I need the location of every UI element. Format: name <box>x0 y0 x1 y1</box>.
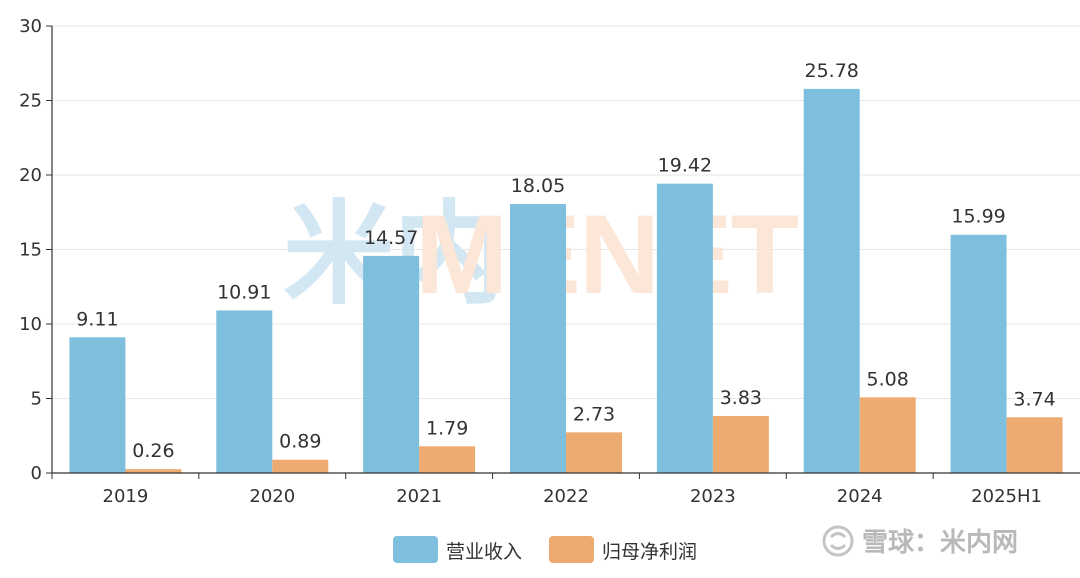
x-tick-label: 2023 <box>690 486 736 507</box>
data-label: 1.79 <box>426 417 468 439</box>
bar-net-profit <box>566 432 622 473</box>
source-badge-text: 雪球：米内网 <box>862 528 1018 558</box>
data-label: 5.08 <box>867 368 909 390</box>
bar-net-profit <box>1007 417 1063 473</box>
source-badge: 雪球：米内网 <box>824 527 1018 558</box>
bar-revenue <box>657 184 713 473</box>
legend[interactable]: 营业收入 归母净利润 <box>393 536 697 563</box>
x-tick-label: 2019 <box>103 486 149 507</box>
legend-swatch[interactable] <box>549 536 594 563</box>
bar-revenue <box>951 235 1007 473</box>
data-label: 9.11 <box>76 308 118 330</box>
legend-label[interactable]: 营业收入 <box>446 541 522 563</box>
data-label: 25.78 <box>805 60 859 82</box>
y-tick-label: 5 <box>31 389 42 410</box>
data-label: 3.83 <box>720 387 762 409</box>
bar-revenue <box>69 337 125 473</box>
x-tick-label: 2024 <box>837 486 883 507</box>
y-tick-label: 15 <box>19 240 42 261</box>
snowball-icon <box>824 527 852 555</box>
bar-net-profit <box>419 446 475 473</box>
x-tick-label: 2025H1 <box>971 486 1042 507</box>
data-label: 0.26 <box>132 440 174 462</box>
x-tick-label: 2022 <box>543 486 589 507</box>
legend-swatch[interactable] <box>393 536 438 563</box>
bar-net-profit <box>272 460 328 473</box>
bar-revenue <box>216 310 272 473</box>
watermark-en-text: MENET <box>415 192 799 317</box>
data-label: 3.74 <box>1013 388 1055 410</box>
bar-revenue <box>804 89 860 473</box>
data-label: 18.05 <box>511 175 565 197</box>
data-label: 14.57 <box>364 227 418 249</box>
bar-revenue <box>510 204 566 473</box>
y-tick-label: 10 <box>19 314 42 335</box>
y-tick-label: 20 <box>19 165 42 186</box>
x-tick-label: 2021 <box>396 486 442 507</box>
data-label: 10.91 <box>217 281 271 303</box>
bar-net-profit <box>713 416 769 473</box>
x-tick-label: 2020 <box>249 486 295 507</box>
data-label: 0.89 <box>279 431 321 453</box>
data-label: 2.73 <box>573 403 615 425</box>
y-tick-label: 25 <box>19 91 42 112</box>
bar-net-profit <box>860 397 916 473</box>
y-tick-label: 30 <box>19 16 42 37</box>
bar-revenue <box>363 256 419 473</box>
legend-label[interactable]: 归母净利润 <box>602 541 697 563</box>
data-label: 15.99 <box>951 206 1005 228</box>
y-tick-label: 0 <box>31 463 42 484</box>
data-label: 19.42 <box>658 155 712 177</box>
